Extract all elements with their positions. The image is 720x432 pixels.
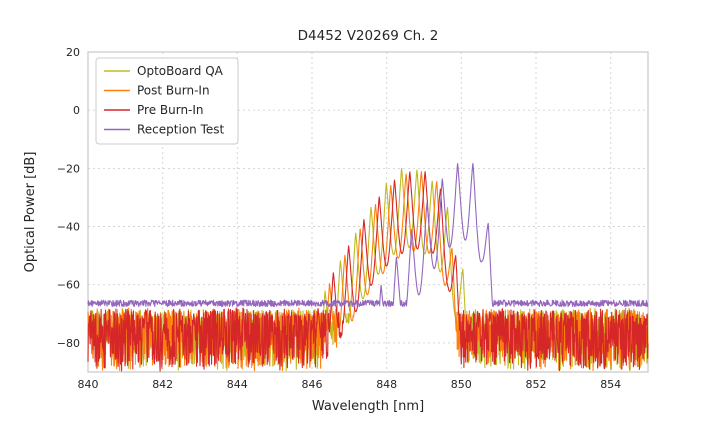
x-tick-label: 846 — [302, 378, 323, 391]
x-axis-label: Wavelength [nm] — [312, 399, 424, 414]
chart-title: D4452 V20269 Ch. 2 — [298, 28, 439, 44]
y-tick-label: 20 — [66, 46, 80, 59]
x-tick-label: 842 — [152, 378, 173, 391]
legend-label-2: Pre Burn-In — [137, 103, 204, 117]
y-tick-label: 0 — [73, 104, 80, 117]
legend-box — [95, 57, 239, 145]
y-tick-label: −60 — [57, 279, 80, 292]
y-tick-label: −80 — [57, 337, 80, 350]
series-line-post-burn-in — [87, 171, 649, 372]
x-tick-label: 852 — [526, 378, 547, 391]
x-tick-label: 840 — [78, 378, 99, 391]
axes-spine — [87, 51, 649, 373]
series-line-reception-test — [87, 162, 649, 308]
legend-label-3: Reception Test — [137, 123, 225, 137]
y-axis-label: Optical Power [dB] — [23, 152, 38, 273]
x-tick-label: 848 — [376, 378, 397, 391]
legend: OptoBoard QA Post Burn-In Pre Burn-In Recep… — [95, 57, 239, 145]
y-tick-label: −20 — [57, 162, 80, 175]
x-tick-label: 854 — [600, 378, 621, 391]
legend-label-1: Post Burn-In — [137, 84, 210, 98]
x-tick-label: 850 — [451, 378, 472, 391]
plot-area: 840 842 844 846 848 850 852 854 20 0 −20 −40 −60 −80 O… — [57, 46, 649, 391]
y-tick-label: −40 — [57, 221, 80, 234]
legend-label-0: OptoBoard QA — [137, 64, 224, 78]
series-line-pre-burn-in — [87, 171, 649, 372]
x-tick-label: 844 — [227, 378, 248, 391]
